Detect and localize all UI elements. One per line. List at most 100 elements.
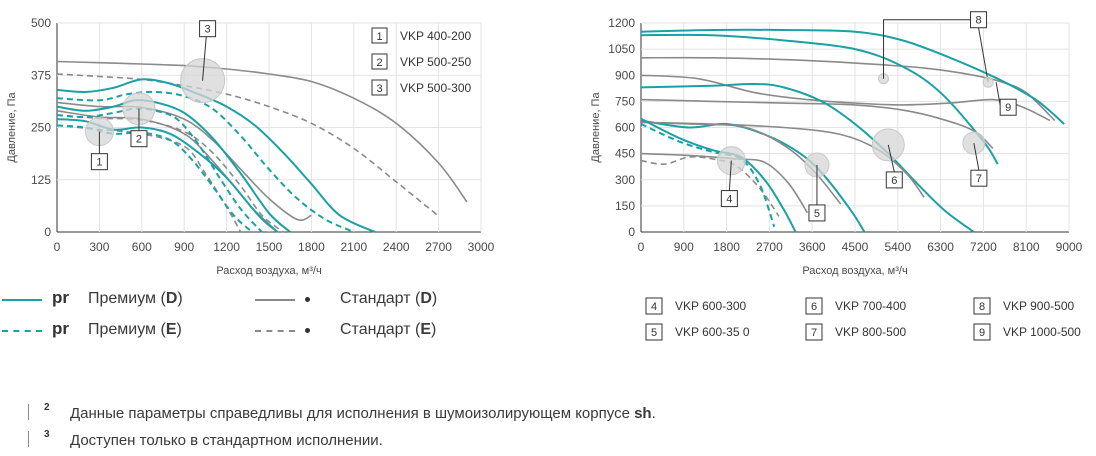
y-tick-label: 0: [44, 225, 51, 239]
x-tick-label: 600: [132, 240, 152, 254]
legend-box-1: [371, 27, 388, 44]
y-axis-label: Давление, Па: [6, 92, 18, 163]
marker-circle-9: [982, 76, 994, 88]
legend-number-1: 1: [376, 31, 382, 43]
y-axis-label: Давление, Па: [590, 92, 602, 163]
x-tick-label: 0: [54, 240, 61, 254]
model-legend-box-8: [973, 297, 991, 315]
x-tick-label: 7200: [970, 240, 997, 254]
model-legend-label-5: VKP 600-35 0: [675, 325, 750, 339]
legend-label-2: VKP 500-250: [400, 55, 471, 69]
series-line-9: [56, 99, 291, 233]
legend-item-standard-e: Стандарт (E): [250, 319, 550, 341]
legend-number-3: 3: [376, 83, 382, 95]
callout-box-1: [90, 153, 108, 171]
callout-line: [728, 160, 732, 191]
series-line-10: [56, 107, 263, 233]
series-line-2: [56, 73, 440, 217]
x-tick-label: 3600: [799, 240, 826, 254]
footnote-3: 3 Доступен только в стандартном исполнен…: [0, 429, 900, 449]
legend-dot-standard-e: [305, 328, 310, 333]
y-tick-label: 150: [615, 199, 635, 213]
series-line-8: [640, 119, 866, 233]
model-legend-number-9: 9: [979, 327, 985, 339]
model-legend-item-6: 6 VKP 700-400: [805, 297, 906, 315]
model-legend-item-4: 4 VKP 600-300: [645, 297, 746, 315]
callout-number-2: 2: [136, 134, 142, 146]
legend-item-premium-e: pr Премиум (E): [0, 319, 300, 341]
legend-box-3: [371, 79, 388, 96]
model-legend-number-6: 6: [811, 301, 817, 313]
model-legend-label-6: VKP 700-400: [835, 299, 906, 313]
y-tick-label: 600: [615, 121, 635, 135]
callout-box-4: [720, 190, 738, 208]
footnote-2: 2 Данные параметры справедливы для испол…: [0, 402, 900, 422]
footnote-bar: [28, 431, 29, 447]
series-line-1: [56, 60, 468, 203]
x-tick-label: 9000: [1056, 240, 1083, 254]
x-tick-label: 2100: [340, 240, 367, 254]
callout-line: [883, 19, 971, 79]
callout-number-5: 5: [814, 208, 820, 220]
callout-number-7: 7: [976, 173, 982, 185]
model-legend-label-8: VKP 900-500: [1003, 299, 1074, 313]
callout-box-6: [885, 171, 903, 189]
x-tick-label: 900: [674, 240, 694, 254]
y-tick-label: 1200: [608, 16, 635, 30]
callout-number-9: 9: [1005, 102, 1011, 114]
legend-label-1: VKP 400-200: [400, 29, 471, 43]
y-tick-label: 450: [615, 147, 635, 161]
x-tick-label: 2700: [756, 240, 783, 254]
model-legend-item-5: 5 VKP 600-35 0: [645, 323, 750, 341]
series-line-2: [640, 28, 1065, 125]
legend-box-2: [371, 53, 388, 70]
x-tick-label: 300: [89, 240, 109, 254]
footnote-text: Доступен только в стандартном исполнении…: [70, 432, 383, 449]
model-legend-box-6: [805, 297, 823, 315]
model-legend-number-8: 8: [979, 301, 985, 313]
y-tick-label: 0: [628, 225, 635, 239]
callout-box-7: [970, 169, 988, 187]
series-line-1: [640, 56, 1056, 122]
series-line-11: [640, 155, 780, 217]
callout-line: [973, 143, 980, 171]
x-tick-label: 1500: [256, 240, 283, 254]
legend-dot-standard-d: [305, 297, 310, 302]
callout-box-5: [808, 204, 826, 222]
legend-label-premium-e: Премиум (E): [88, 321, 182, 338]
x-tick-label: 4500: [842, 240, 869, 254]
model-legend-box-9: [973, 323, 991, 341]
x-tick-label: 2700: [425, 240, 452, 254]
model-legend-box-7: [805, 323, 823, 341]
callout-line: [978, 27, 989, 83]
x-tick-label: 5400: [884, 240, 911, 254]
series-line-6: [640, 82, 975, 233]
model-legend-number-7: 7: [811, 327, 817, 339]
series-legend: pr Премиум (D) pr Премиум (E) Стандарт (…: [0, 288, 600, 348]
callout-number-1: 1: [96, 157, 102, 169]
legend-item-standard-d: Стандарт (D): [250, 288, 550, 310]
callout-box-8: [970, 11, 988, 29]
legend-label-standard-e: Стандарт (E): [340, 321, 437, 338]
y-tick-label: 750: [615, 94, 635, 108]
x-axis-label: Расход воздуха, м³/ч: [216, 265, 321, 277]
y-tick-label: 1050: [608, 42, 635, 56]
legend-abbr-premium-e: pr: [52, 319, 69, 338]
x-tick-label: 8100: [1013, 240, 1040, 254]
legend-abbr-premium-d: pr: [52, 288, 69, 307]
legend-label-3: VKP 500-300: [400, 81, 471, 95]
legend-line-standard-e: [255, 330, 295, 332]
series-line-5: [640, 98, 994, 149]
series-line-10: [640, 152, 809, 214]
y-tick-label: 125: [31, 173, 51, 187]
footnote-number: 2: [44, 402, 50, 413]
callout-number-6: 6: [891, 175, 897, 187]
series-line-8: [56, 90, 355, 233]
y-tick-label: 900: [615, 68, 635, 82]
y-tick-label: 250: [31, 121, 51, 135]
x-tick-label: 3000: [468, 240, 495, 254]
legend-line-standard-d: [255, 299, 295, 301]
model-legend-label-7: VKP 800-500: [835, 325, 906, 339]
x-tick-label: 900: [174, 240, 194, 254]
legend-line-premium-d: [2, 299, 42, 301]
